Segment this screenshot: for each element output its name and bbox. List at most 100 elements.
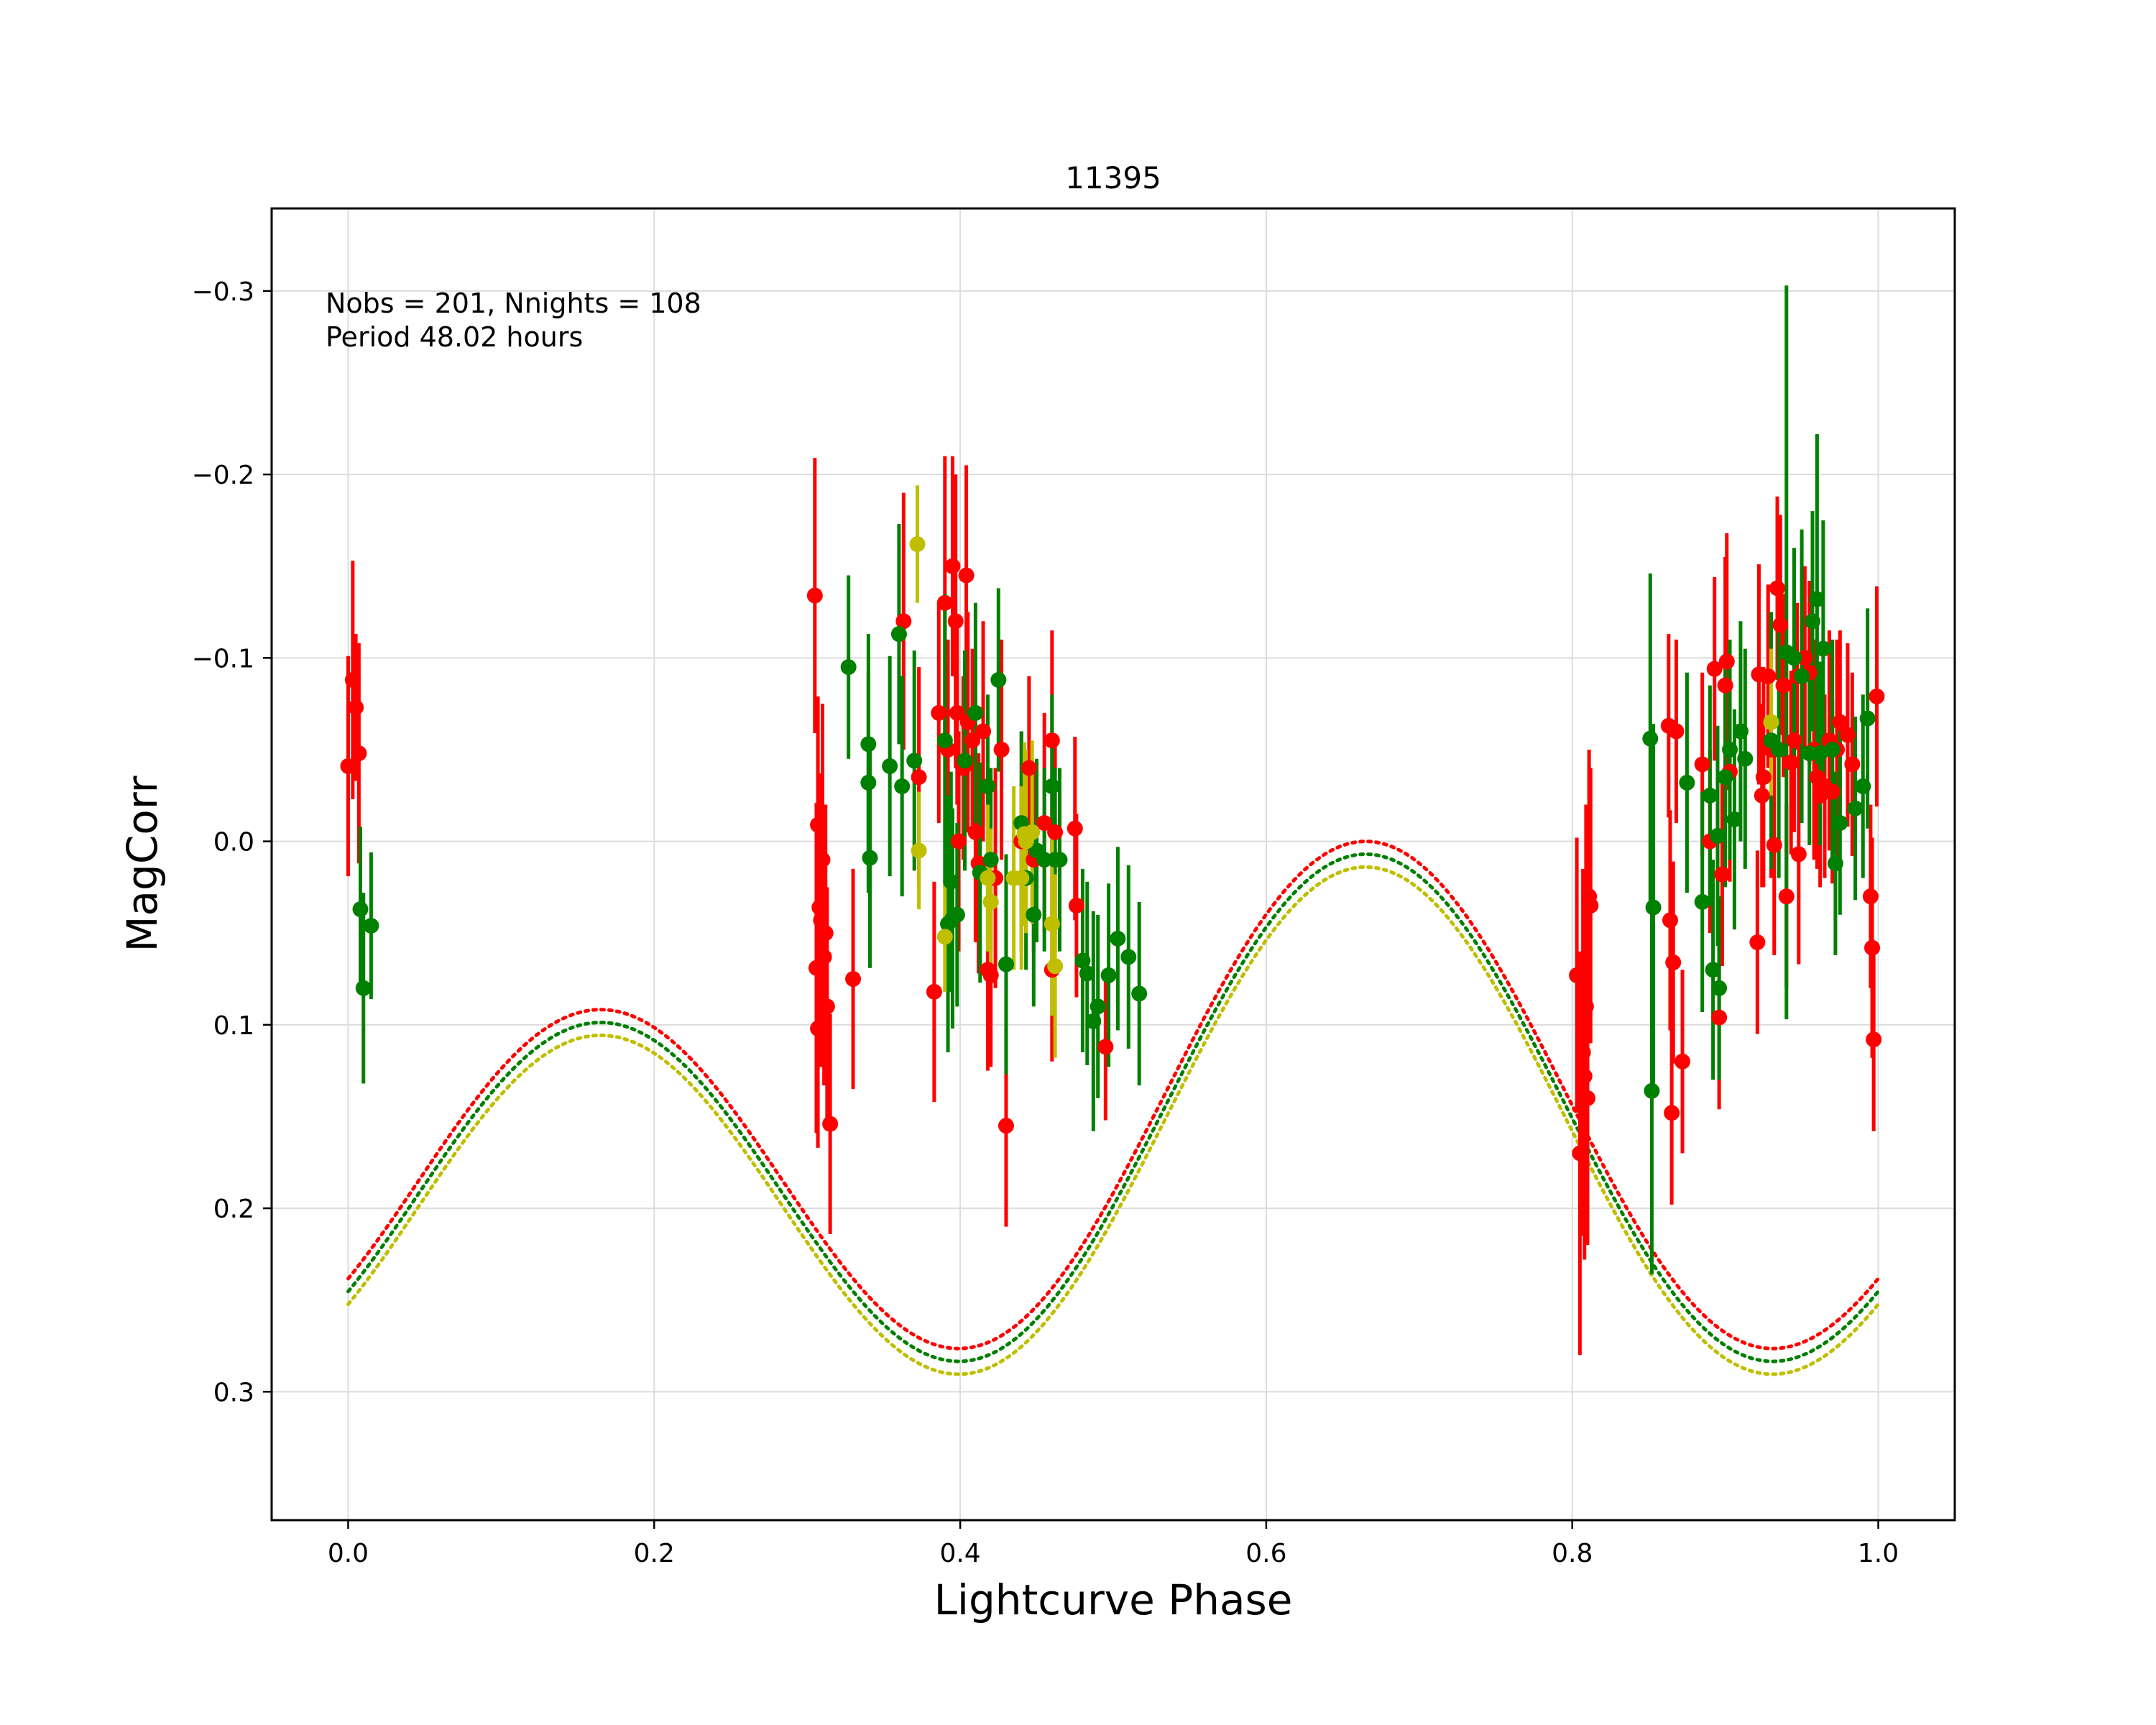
data-point <box>814 852 831 868</box>
data-point <box>1074 952 1091 969</box>
data-point <box>1705 962 1721 978</box>
data-point <box>1580 1090 1596 1106</box>
data-point <box>808 960 824 976</box>
data-point <box>894 778 911 795</box>
model-curve <box>346 852 1880 1363</box>
data-point <box>1026 906 1042 923</box>
data-point <box>1839 727 1856 743</box>
data-point <box>1766 837 1782 853</box>
data-point <box>1790 846 1807 862</box>
model-curves <box>346 840 1880 1376</box>
data-point <box>1737 750 1754 767</box>
x-tick-label: 0.6 <box>1245 1539 1286 1568</box>
data-point <box>1576 1068 1593 1085</box>
data-point <box>1097 1039 1114 1055</box>
data-point <box>1755 769 1772 786</box>
data-point <box>1718 653 1735 670</box>
data-point <box>1694 756 1710 773</box>
data-point <box>967 824 984 840</box>
data-point <box>1100 967 1117 983</box>
data-point <box>1815 640 1831 657</box>
data-point <box>1709 827 1726 844</box>
y-tick-label: 0.3 <box>213 1378 254 1407</box>
data-point <box>816 949 832 965</box>
data-point <box>1044 778 1060 795</box>
data-point <box>355 980 372 996</box>
data-point <box>931 704 947 721</box>
data-point <box>982 852 999 868</box>
data-point <box>1067 820 1083 837</box>
data-point <box>990 671 1007 688</box>
data-point <box>1569 967 1585 983</box>
data-point <box>348 699 364 716</box>
data-point <box>344 671 361 688</box>
data-point <box>1783 754 1800 770</box>
data-point <box>1047 958 1064 975</box>
data-point <box>1711 1009 1728 1026</box>
data-point <box>1749 934 1766 950</box>
data-point <box>1824 741 1841 758</box>
data-point <box>860 774 877 791</box>
data-points <box>340 536 1885 1162</box>
data-point <box>1644 1082 1660 1099</box>
x-axis-ticks: 0.0 0.2 0.4 0.6 0.8 1.0 <box>328 1520 1899 1568</box>
data-point <box>1769 580 1786 597</box>
data-point <box>998 1118 1014 1134</box>
data-point <box>1722 741 1738 758</box>
data-point <box>1809 591 1825 607</box>
data-point <box>1110 930 1126 947</box>
model-curve <box>346 840 1880 1351</box>
data-point <box>949 704 965 721</box>
data-point <box>980 778 996 795</box>
data-point <box>1674 1053 1691 1070</box>
y-tick-label: 0.2 <box>213 1195 254 1224</box>
data-point <box>975 723 992 740</box>
data-point <box>1642 730 1659 747</box>
data-point <box>840 659 857 676</box>
data-point <box>1079 965 1095 982</box>
data-point <box>1832 815 1848 832</box>
data-point <box>1824 783 1841 800</box>
data-point <box>906 753 923 769</box>
x-tick-label: 0.4 <box>939 1539 980 1568</box>
data-point <box>1864 939 1881 956</box>
data-point <box>1577 998 1594 1015</box>
data-point <box>813 912 829 929</box>
data-point <box>1714 866 1731 883</box>
x-tick-label: 0.0 <box>328 1539 369 1568</box>
data-point <box>1131 985 1148 1002</box>
annotation-observations: Nobs = 201, Nnights = 108 <box>326 288 701 319</box>
data-point <box>1024 824 1041 840</box>
data-point <box>1862 888 1879 905</box>
data-point <box>936 929 953 945</box>
data-point <box>1662 912 1678 929</box>
y-axis-ticks: −0.3 −0.2 −0.1 0.0 0.1 0.2 0.3 <box>192 277 272 1407</box>
data-point <box>1044 732 1060 749</box>
data-point <box>980 870 996 886</box>
data-point <box>806 587 823 604</box>
data-point <box>1832 714 1848 730</box>
data-point <box>947 613 964 630</box>
x-tick-label: 0.8 <box>1552 1539 1593 1568</box>
data-point <box>822 1116 839 1132</box>
y-tick-label: −0.1 <box>192 644 254 673</box>
data-point <box>1859 710 1876 727</box>
data-point <box>1668 723 1685 740</box>
data-point <box>1855 778 1871 795</box>
data-point <box>1679 774 1695 791</box>
data-point <box>882 758 898 774</box>
x-tick-label: 0.2 <box>634 1539 675 1568</box>
data-point <box>957 753 973 769</box>
data-point <box>1583 897 1599 914</box>
data-point <box>351 745 367 762</box>
data-point <box>1775 677 1792 694</box>
data-point <box>811 899 828 916</box>
data-point <box>911 769 927 786</box>
data-point <box>1812 745 1828 762</box>
data-point <box>810 1020 826 1036</box>
data-point <box>1772 617 1789 633</box>
data-point <box>352 901 369 918</box>
data-point <box>936 594 953 611</box>
y-axis-label: MagCorr <box>118 776 167 952</box>
data-point <box>950 833 967 850</box>
